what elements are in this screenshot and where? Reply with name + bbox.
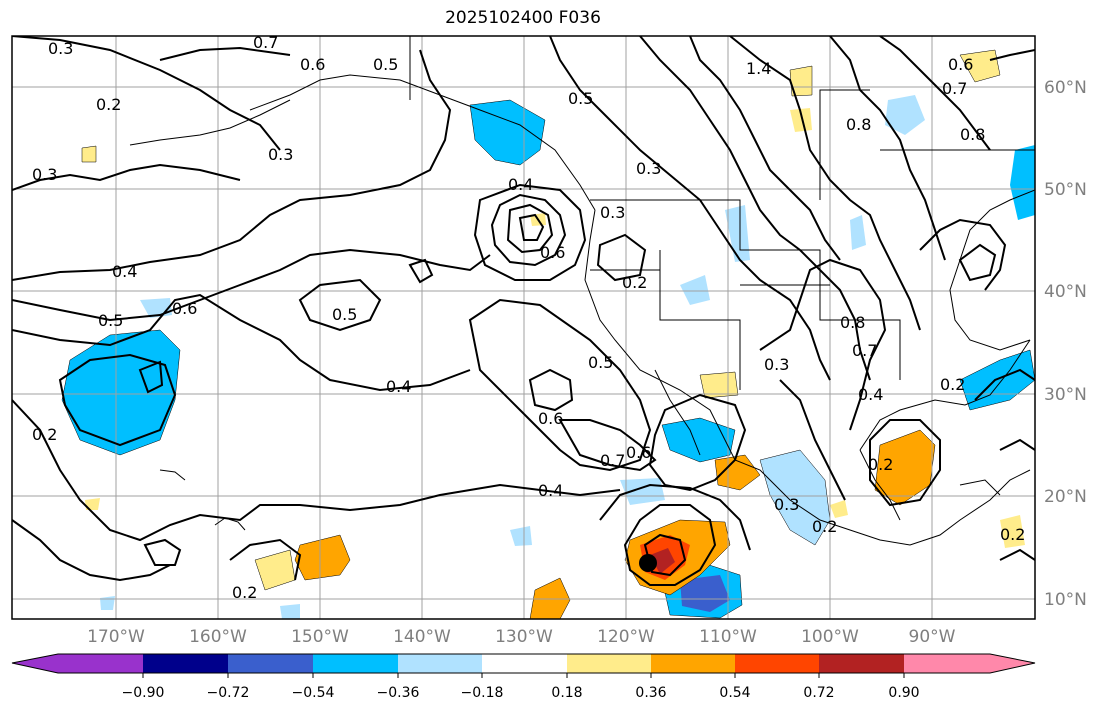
colorbar-tick-label: 0.36 [635,685,666,701]
lat-label: 60°N [1044,78,1087,98]
lat-label: 30°N [1044,385,1087,405]
colorbar-segment [735,654,819,673]
colorbar-tick-label: −0.72 [207,685,250,701]
contour-label: 0.3 [600,203,625,222]
contour-label: 0.5 [568,89,593,108]
contour-label: 0.5 [588,353,613,372]
contour-label: 0.4 [858,385,883,404]
colorbar-segment [12,654,58,673]
colorbar-tick-label: −0.36 [377,685,420,701]
contour-label: 0.2 [940,375,965,394]
colorbar-tick-label: 0.90 [888,685,919,701]
colorbar-segment [651,654,735,673]
lat-label: 50°N [1044,180,1087,200]
contour-label: 0.4 [538,481,563,500]
contour-label: 0.2 [232,583,257,602]
contour-label: 0.3 [48,39,73,58]
map-title: 2025102400 F036 [445,8,601,28]
contour-label: 0.5 [98,311,123,330]
lon-label: 100°W [801,627,859,647]
contour-label: 0.6 [626,443,651,462]
contour-label: 0.2 [32,425,57,444]
shading-neg-alaska-panhandle [469,99,546,166]
contour-label: 0.2 [868,455,893,474]
contour-label: 1.4 [746,59,771,78]
contour-label: 0.3 [774,495,799,514]
contour-label: 0.6 [300,55,325,74]
colorbar-segment [398,654,482,673]
colorbar-tick-label: 0.18 [551,685,582,701]
lon-label: 170°W [87,627,145,647]
contour-label: 0.7 [852,341,877,360]
contour-label: 0.4 [112,262,137,281]
colorbar-segment [58,654,143,673]
lat-label: 20°N [1044,487,1087,507]
colorbar-segment [904,654,990,673]
contour-label: 0.5 [373,55,398,74]
contour-label: 0.3 [636,159,661,178]
contour-label: 0.4 [386,377,411,396]
lon-label: 160°W [189,627,247,647]
contour-label: 0.3 [32,165,57,184]
map-frame [11,35,1036,620]
colorbar-tick-label: 0.54 [719,685,750,701]
contour-label: 0.3 [268,145,293,164]
contour-label: 0.2 [622,273,647,292]
colorbar-segment [567,654,651,673]
colorbar: −0.90 −0.72 −0.54 −0.36 −0.18 0.18 0.36 … [11,653,1036,701]
lon-label: 90°W [909,627,956,647]
colorbar-segment [819,654,904,673]
colorbar-segment [482,654,567,673]
lat-label: 40°N [1044,282,1087,302]
lon-label: 110°W [699,627,757,647]
colorbar-tick-label: −0.18 [461,685,504,701]
contour-label: 0.3 [764,355,789,374]
lon-label: 140°W [393,627,451,647]
contour-label: 0.2 [96,95,121,114]
colorbar-tick-label: −0.90 [122,685,165,701]
longitude-labels: 170°W 160°W 150°W 140°W 130°W 120°W 110°… [87,627,956,647]
colorbar-segment [228,654,313,673]
colorbar-segment [143,654,228,673]
contour-label: 0.6 [540,243,565,262]
contours [12,36,1035,586]
contour-label: 0.7 [600,451,625,470]
contour-label: 0.2 [1000,525,1025,544]
contour-label: 0.5 [332,305,357,324]
contour-label: 0.4 [508,175,533,194]
latitude-labels: 60°N 50°N 40°N 30°N 20°N 10°N [1044,78,1087,610]
colorbar-tick-label: 0.72 [803,685,834,701]
colorbar-tick-label: −0.54 [292,685,335,701]
contour-label: 0.6 [172,299,197,318]
lon-label: 150°W [291,627,349,647]
graticule [12,36,1035,619]
lon-label: 120°W [597,627,655,647]
contour-label: 0.7 [253,33,278,52]
contour-label: 0.7 [942,79,967,98]
contour-labels: 0.3 0.7 0.5 0.6 0.2 0.3 0.5 1.4 0.7 0.6 … [32,33,1025,602]
contour-label: 0.6 [948,55,973,74]
colorbar-segment [990,654,1035,673]
map-area: 0.3 0.7 0.5 0.6 0.2 0.3 0.5 1.4 0.7 0.6 … [12,33,1035,619]
lat-label: 10°N [1044,590,1087,610]
contour-label: 0.8 [846,115,871,134]
colorbar-segment [313,654,398,673]
contour-label: 0.8 [960,125,985,144]
contour-label: 0.2 [812,517,837,536]
contour-label: 0.8 [840,313,865,332]
colorbar-outline [11,653,1036,674]
contour-label: 0.6 [538,409,563,428]
lon-label: 130°W [495,627,553,647]
